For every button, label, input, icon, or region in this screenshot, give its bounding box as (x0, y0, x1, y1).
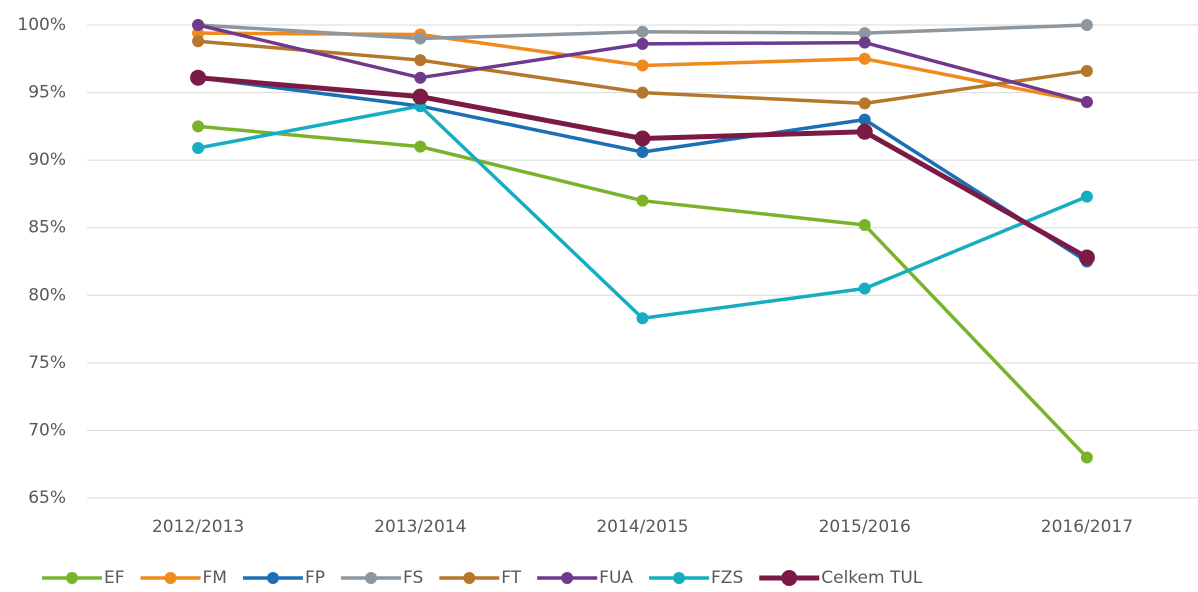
legend-item: FT (439, 568, 522, 588)
y-tick-label: 75% (28, 353, 66, 373)
data-point (414, 71, 427, 84)
data-point (1080, 96, 1093, 109)
legend-item: FP (242, 568, 325, 588)
data-point (1080, 64, 1093, 77)
x-tick-label: 2016/2017 (1041, 517, 1133, 537)
legend-label: FM (203, 568, 227, 588)
legend-item: FZS (649, 568, 743, 588)
y-tick-label: 100% (17, 15, 66, 35)
data-point (1080, 190, 1093, 203)
legend-item: FM (140, 568, 227, 588)
data-point (192, 141, 205, 154)
data-point (636, 86, 649, 99)
legend-marker (561, 572, 574, 584)
data-point (858, 97, 871, 110)
data-point (858, 219, 871, 232)
data-point (856, 123, 873, 140)
legend-marker (164, 572, 177, 584)
data-point (858, 36, 871, 49)
legend-label: FT (501, 568, 521, 588)
data-point (414, 54, 427, 67)
data-point (1078, 249, 1095, 266)
legend-marker (365, 572, 378, 584)
data-point (412, 88, 429, 105)
data-point (858, 113, 871, 126)
data-point (192, 35, 205, 48)
data-point (636, 25, 649, 38)
data-point (858, 27, 871, 40)
legend-label: EF (104, 568, 125, 588)
legend-label: FS (403, 568, 423, 588)
y-tick-label: 80% (28, 285, 66, 305)
data-point (858, 282, 871, 295)
y-tick-label: 90% (28, 150, 66, 170)
y-tick-label: 65% (28, 488, 66, 508)
data-point (636, 37, 649, 50)
legend-marker (66, 572, 78, 584)
data-point (192, 120, 205, 133)
x-tick-label: 2014/2015 (596, 517, 688, 537)
series-line (197, 75, 1088, 263)
legend-marker (781, 570, 798, 586)
data-point (414, 32, 427, 45)
legend-marker (463, 572, 476, 584)
legend-marker (673, 572, 686, 584)
legend-marker (266, 572, 279, 584)
legend-item: EF (42, 568, 125, 588)
legend-item: Celkem TUL (759, 568, 923, 588)
data-point (192, 19, 205, 31)
data-point (858, 52, 871, 65)
data-point (1080, 19, 1093, 31)
legend-item: FS (341, 568, 423, 588)
series-line (197, 75, 1089, 260)
data-point (1080, 451, 1093, 464)
legend-label: Celkem TUL (821, 568, 923, 588)
x-tick-label: 2013/2014 (374, 517, 466, 537)
legend-item: FUA (537, 568, 633, 588)
y-tick-label: 70% (28, 420, 66, 440)
data-point (636, 194, 649, 207)
data-point (190, 69, 207, 86)
data-point (634, 130, 651, 147)
legend-label: FUA (599, 568, 633, 588)
y-tick-label: 95% (28, 83, 66, 103)
x-tick-label: 2015/2016 (819, 517, 911, 537)
legend-label: FP (305, 568, 325, 588)
legend-label: FZS (711, 568, 743, 588)
data-point (636, 312, 649, 325)
x-tick-label: 2012/2013 (152, 517, 244, 537)
data-point (636, 146, 649, 159)
data-point (636, 59, 649, 72)
y-tick-label: 85% (28, 218, 66, 238)
data-point (414, 140, 427, 153)
